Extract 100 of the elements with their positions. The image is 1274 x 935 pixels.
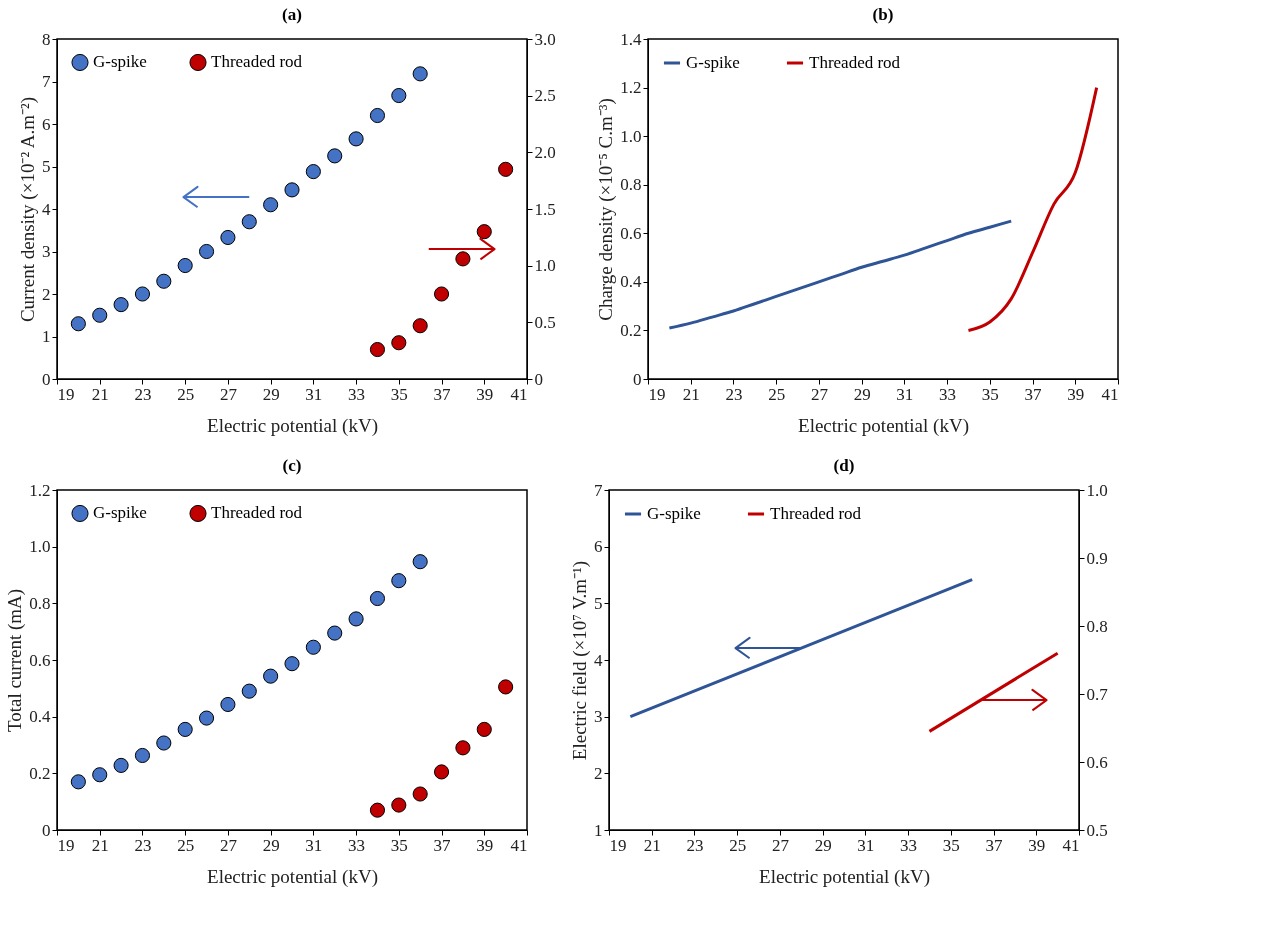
y2-tick-label: 3.0	[534, 29, 556, 49]
x-tick-label: 19	[648, 384, 666, 404]
point	[412, 554, 428, 570]
x-tick-label: 41	[510, 384, 528, 404]
point	[305, 164, 321, 180]
y-tick-label: 3	[594, 707, 603, 727]
x-tick-label: 41	[1062, 835, 1080, 855]
x-tick-label: 33	[900, 835, 918, 855]
y2-tick-label: 0.5	[534, 312, 556, 332]
point	[70, 316, 86, 332]
point	[177, 257, 193, 274]
point	[433, 764, 450, 780]
point	[433, 286, 450, 302]
y-tick-label: 0	[42, 369, 51, 389]
line-series	[966, 86, 1099, 332]
y-tick-label: 0.8	[29, 593, 51, 613]
x-tick-label: 21	[91, 384, 109, 404]
point	[113, 297, 129, 313]
y-tick-label: 7	[42, 72, 51, 91]
y-tick-label: 1	[594, 820, 603, 840]
legend-label: G-spike	[647, 504, 701, 523]
y2-tick-label: 0.5	[1086, 820, 1108, 840]
point	[92, 767, 108, 783]
x-tick-label: 23	[134, 384, 152, 404]
x-tick-label: 31	[305, 384, 323, 404]
x-tick-label: 33	[939, 384, 957, 404]
point	[305, 639, 321, 655]
x-tick-label: 31	[305, 835, 323, 855]
y-tick-label: 4	[594, 650, 603, 670]
point	[369, 590, 386, 607]
point	[348, 131, 364, 147]
y-tick-label: 6	[42, 114, 51, 134]
y-tick-label: 6	[594, 537, 603, 557]
y-axis-title: Electric field (×10⁷ V.m⁻¹)	[569, 560, 591, 761]
point	[498, 161, 514, 177]
legend-label: Threaded rod	[809, 53, 901, 72]
x-axis-title: Electric potential (kV)	[207, 414, 378, 437]
point	[369, 802, 386, 818]
x-tick-label: 31	[896, 384, 914, 404]
x-tick-label: 25	[177, 835, 195, 855]
x-tick-label: 21	[91, 835, 109, 855]
x-tick-label: 25	[768, 384, 786, 404]
y-tick-label: 0.2	[620, 320, 642, 340]
point	[327, 625, 343, 641]
point	[412, 66, 428, 82]
x-tick-label: 41	[510, 835, 528, 855]
x-tick-label: 37	[985, 835, 1004, 855]
x-axis-title: Electric potential (kV)	[759, 865, 930, 888]
y-tick-label: 0	[633, 369, 642, 389]
legend-label: Threaded rod	[770, 504, 862, 523]
x-tick-label: 27	[771, 835, 790, 855]
x-tick-label: 19	[57, 384, 75, 404]
y2-tick-label: 0	[534, 369, 543, 389]
point	[70, 774, 86, 790]
x-tick-label: 25	[729, 835, 747, 855]
point	[348, 611, 364, 627]
y-tick-label: 2	[42, 284, 51, 304]
y-tick-label: 3	[42, 242, 51, 261]
point	[263, 668, 279, 684]
y-tick-label: 0.2	[29, 763, 51, 783]
x-tick-label: 29	[853, 384, 871, 404]
x-tick-label: 41	[1101, 384, 1119, 404]
y-tick-label: 1.4	[620, 29, 642, 49]
point	[391, 335, 407, 351]
x-tick-label: 29	[262, 384, 280, 404]
x-tick-label: 21	[682, 384, 700, 404]
chart-title: (c)	[282, 456, 302, 475]
point	[455, 251, 471, 267]
x-tick-label: 37	[1024, 384, 1043, 404]
legend-label: Threaded rod	[211, 503, 303, 523]
point	[476, 721, 492, 737]
point	[198, 243, 215, 260]
y-tick-label: 1	[42, 327, 51, 346]
y-tick-label: 1.2	[29, 480, 51, 500]
legend-label: G-spike	[93, 503, 147, 523]
point	[412, 786, 428, 802]
x-axis-title: Electric potential (kV)	[207, 865, 378, 888]
chart-title: (a)	[282, 5, 302, 24]
x-tick-label: 35	[390, 384, 408, 404]
x-tick-label: 39	[1067, 384, 1085, 404]
x-axis-title: Electric potential (kV)	[798, 414, 969, 437]
y-tick-label: 1.0	[29, 537, 51, 557]
y2-tick-label: 1.0	[534, 256, 556, 276]
x-tick-label: 21	[643, 835, 661, 855]
x-tick-label: 29	[814, 835, 832, 855]
point	[455, 740, 471, 756]
y2-tick-label: 0.7	[1086, 684, 1109, 704]
point	[156, 735, 172, 751]
y2-tick-label: 1.5	[534, 199, 556, 219]
y-tick-label: 0	[42, 820, 51, 840]
point	[263, 197, 279, 213]
x-tick-label: 23	[134, 835, 152, 855]
x-tick-label: 27	[810, 384, 829, 404]
y-tick-label: 7	[594, 480, 603, 500]
y-tick-label: 5	[42, 157, 51, 176]
y2-tick-label: 2.5	[534, 86, 556, 106]
chart-title: (d)	[833, 456, 855, 475]
point	[391, 573, 407, 589]
point	[369, 341, 386, 358]
y-tick-label: 4	[42, 199, 51, 219]
